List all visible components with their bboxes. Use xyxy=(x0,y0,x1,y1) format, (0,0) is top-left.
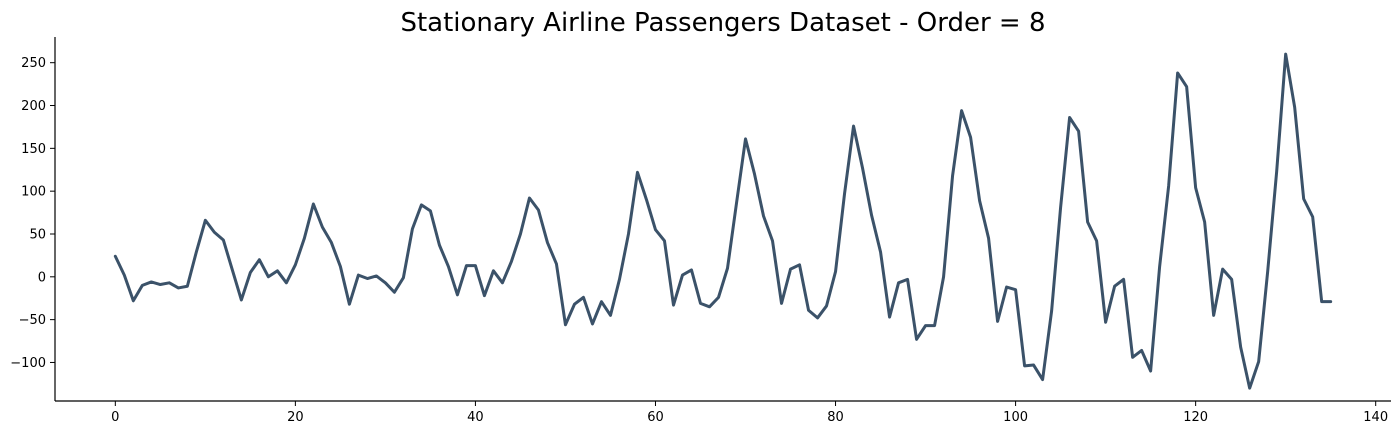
y-axis: −100 −50 0 50 100 150 200 250 xyxy=(10,37,56,401)
x-tick-label: 140 xyxy=(1363,410,1388,425)
y-tick-label: 0 xyxy=(38,270,46,285)
y-tick-label: 150 xyxy=(21,142,46,157)
x-tick-label: 80 xyxy=(827,410,844,425)
x-axis: 0 20 40 60 80 100 120 140 xyxy=(55,400,1391,425)
series-line xyxy=(113,52,1333,390)
x-tick-label: 20 xyxy=(287,410,304,425)
y-tick-label: 200 xyxy=(21,99,46,114)
x-tick-label: 60 xyxy=(647,410,664,425)
series-group xyxy=(113,52,1333,390)
chart-title: Stationary Airline Passengers Dataset - … xyxy=(400,8,1045,38)
y-tick-label: −50 xyxy=(19,313,46,328)
x-tick-label: 40 xyxy=(467,410,484,425)
y-tick-label: 250 xyxy=(21,56,46,71)
x-tick-label: 100 xyxy=(1003,410,1028,425)
y-tick-label: −100 xyxy=(10,356,46,371)
y-tick-label: 100 xyxy=(21,185,46,200)
x-tick-label: 0 xyxy=(111,410,119,425)
x-tick-label: 120 xyxy=(1183,410,1208,425)
y-tick-label: 50 xyxy=(29,227,46,242)
